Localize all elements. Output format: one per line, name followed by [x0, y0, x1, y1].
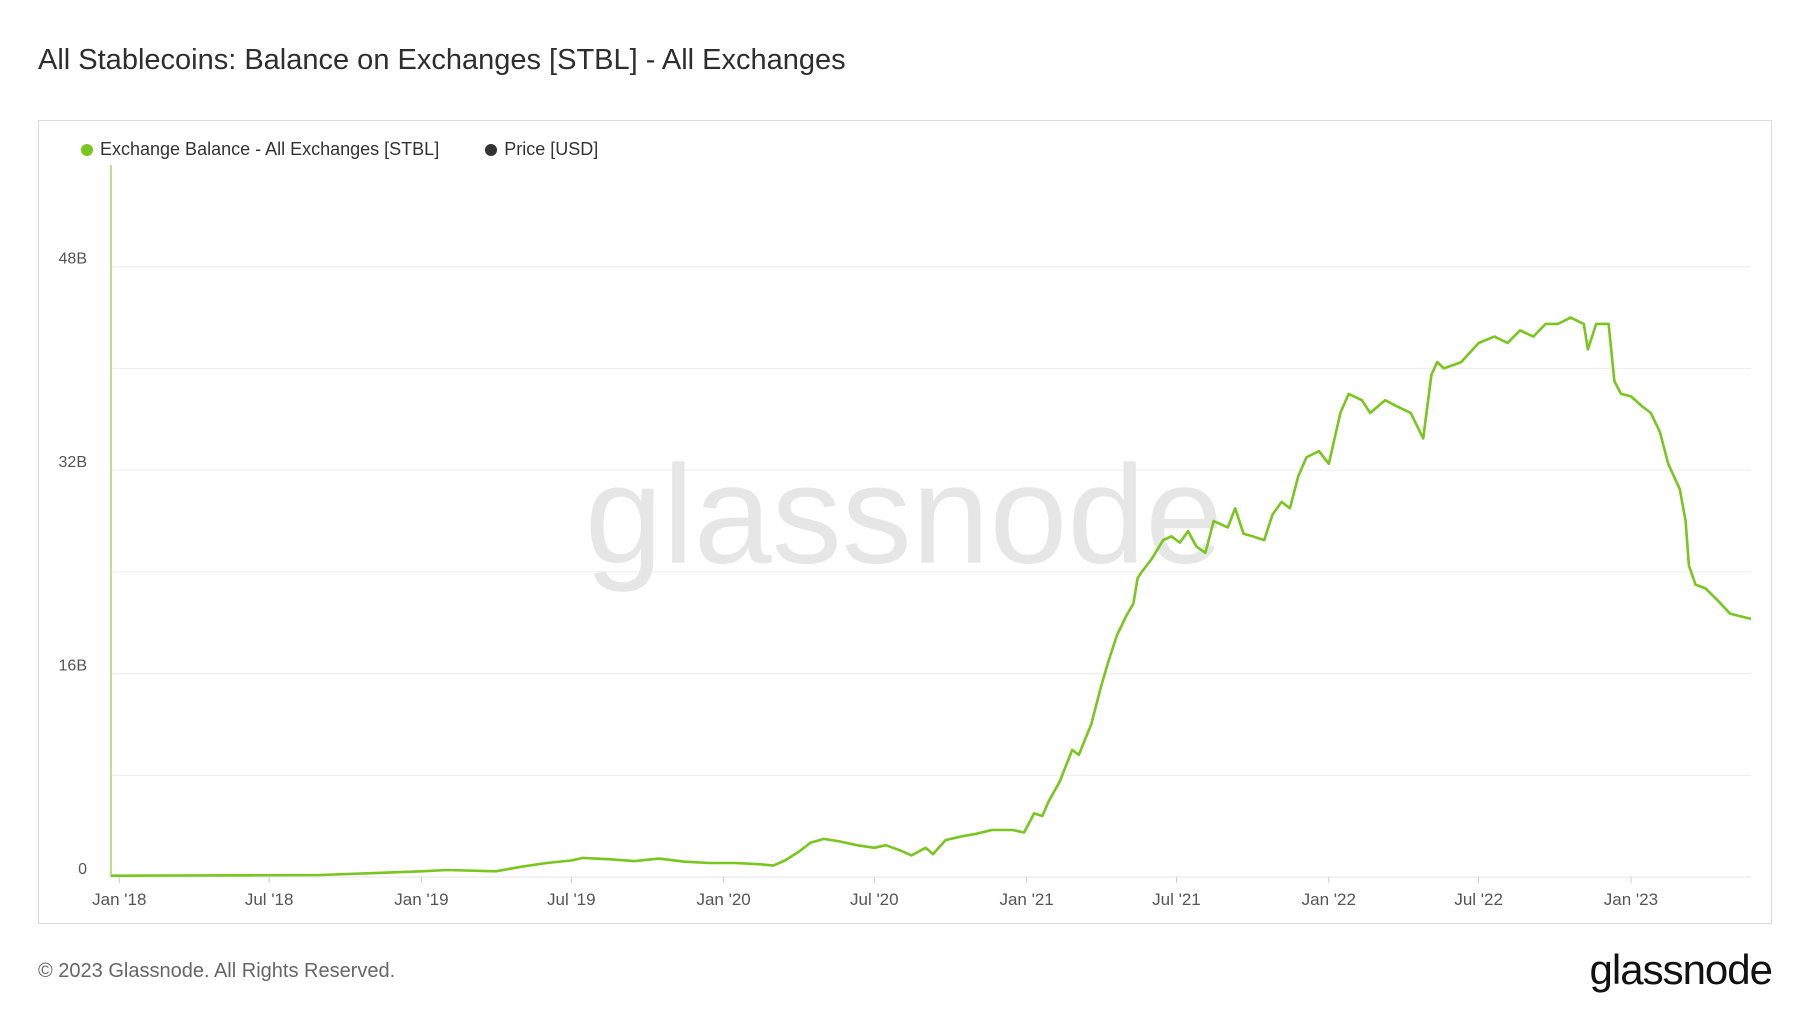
y-tick-label: 16B [59, 658, 87, 675]
x-tick-label: Jul '22 [1454, 890, 1503, 909]
y-tick-label: 0 [78, 861, 87, 878]
copyright-text: © 2023 Glassnode. All Rights Reserved. [38, 960, 396, 982]
chart-panel: glassnode 0 16B 32B 48B Jan '18 Jul '18 Jan '19… [38, 120, 1772, 924]
x-tick-label: Jan '18 [92, 890, 146, 909]
legend-item-price[interactable]: Price [USD] [485, 139, 598, 160]
x-tick-label: Jan '22 [1302, 890, 1356, 909]
x-tick-label: Jul '18 [245, 890, 294, 909]
x-tick-label: Jan '23 [1604, 890, 1658, 909]
x-tick-label: Jan '19 [394, 890, 448, 909]
series-line-exchange-balance[interactable] [110, 316, 1752, 877]
legend-label-exchange-balance: Exchange Balance - All Exchanges [STBL] [100, 139, 440, 159]
x-tick-label: Jul '21 [1152, 890, 1201, 909]
page-title: All Stablecoins: Balance on Exchanges [S… [38, 44, 846, 76]
chart-legend: Exchange Balance - All Exchanges [STBL] … [81, 139, 598, 160]
legend-dot-price [485, 143, 498, 156]
legend-item-exchange-balance[interactable]: Exchange Balance - All Exchanges [STBL] [81, 139, 439, 160]
watermark: glassnode [585, 436, 1223, 593]
x-tick-label: Jul '20 [850, 890, 899, 909]
x-tick-label: Jul '19 [547, 890, 596, 909]
x-tick-label: Jan '20 [696, 890, 750, 909]
glassnode-logo: glassnode [1589, 946, 1773, 993]
line-chart[interactable]: glassnode 0 16B 32B 48B Jan '18 Jul '18 Jan '19… [39, 121, 1773, 925]
y-tick-label: 48B [59, 251, 87, 268]
y-tick-label: 32B [59, 454, 87, 471]
legend-label-price: Price [USD] [504, 139, 599, 159]
legend-dot-exchange-balance [81, 143, 93, 156]
x-tick-label: Jan '21 [999, 890, 1053, 909]
